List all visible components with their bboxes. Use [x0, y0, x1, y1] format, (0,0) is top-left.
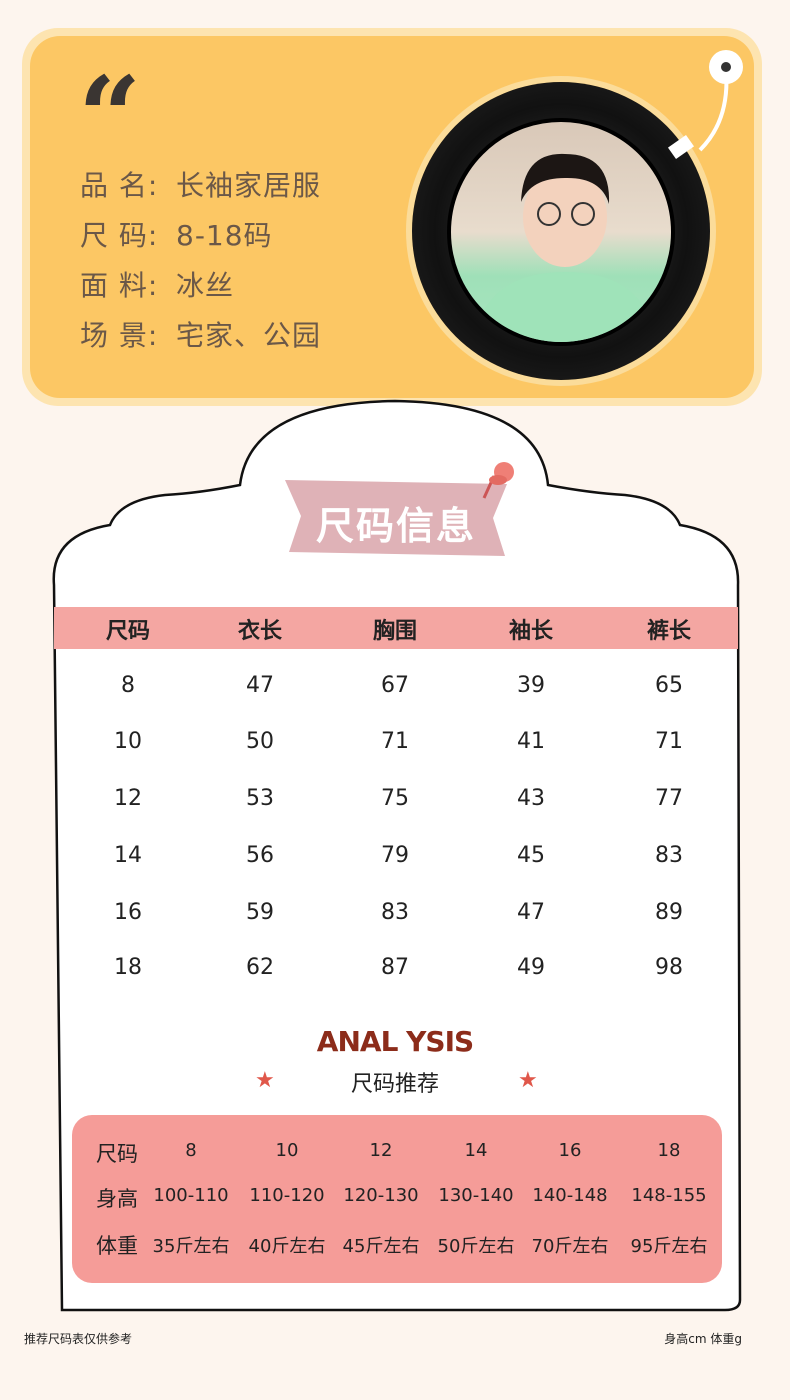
- rec-cell: 10: [275, 1140, 299, 1161]
- rec-cell: 70斤左右: [531, 1236, 609, 1257]
- size-table-cell: 71: [381, 729, 409, 754]
- size-table-cell: 8: [121, 673, 135, 698]
- rec-cell: 140-148: [532, 1185, 608, 1206]
- rec-cell: 50斤左右: [437, 1236, 515, 1257]
- rec-cell: 40斤左右: [248, 1236, 326, 1257]
- pushpin-icon: [482, 462, 514, 499]
- size-table-cell: 47: [246, 673, 274, 698]
- size-table-cell: 50: [246, 729, 274, 754]
- rec-cell: 18: [657, 1140, 681, 1161]
- size-table-cell: 79: [381, 843, 409, 868]
- size-table-cell: 41: [517, 729, 545, 754]
- info-label: 面 料:: [80, 269, 159, 302]
- info-label: 品 名:: [80, 169, 159, 202]
- size-table-cell: 62: [246, 955, 274, 980]
- size-table-cell: 71: [655, 729, 683, 754]
- size-table-cell: 43: [517, 786, 545, 811]
- size-info-title: 尺码信息: [315, 504, 476, 548]
- size-table-cell: 53: [246, 786, 274, 811]
- child-portrait-icon: [472, 153, 658, 342]
- info-label: 尺 码:: [80, 219, 159, 252]
- size-table-cell: 89: [655, 900, 683, 925]
- rec-cell: 120-130: [343, 1185, 419, 1206]
- size-table-cell: 87: [381, 955, 409, 980]
- size-table-header: 尺码: [105, 619, 150, 644]
- info-value: 8-18码: [176, 219, 273, 252]
- size-table-header: 胸围: [372, 619, 417, 644]
- size-table-cell: 14: [114, 843, 142, 868]
- info-value: 宅家、公园: [176, 319, 322, 352]
- size-table-cell: 98: [655, 955, 683, 980]
- star-icon: ★: [255, 1068, 275, 1093]
- analysis-heading: ANAL YSIS: [316, 1025, 474, 1058]
- size-table-cell: 83: [381, 900, 409, 925]
- size-table-header: 裤长: [646, 619, 691, 644]
- tonearm-pivot-icon: [709, 50, 743, 84]
- quote-mark-icon: “: [78, 52, 141, 181]
- rec-cell: 35斤左右: [152, 1236, 230, 1257]
- size-table-header-row: [54, 607, 738, 649]
- size-table-cell: 47: [517, 900, 545, 925]
- size-table-cell: 45: [517, 843, 545, 868]
- rec-cell: 14: [464, 1140, 488, 1161]
- size-table-cell: 77: [655, 786, 683, 811]
- size-table-cell: 10: [114, 729, 142, 754]
- size-table-cell: 16: [114, 900, 142, 925]
- size-table-cell: 75: [381, 786, 409, 811]
- rec-row-label: 身高: [96, 1187, 138, 1211]
- size-table-cell: 67: [381, 673, 409, 698]
- rec-row-label: 体重: [96, 1234, 138, 1258]
- info-value: 冰丝: [176, 269, 235, 302]
- tonearm-icon: [667, 69, 729, 160]
- size-recommendation-title: 尺码推荐: [350, 1072, 439, 1097]
- rec-cell: 16: [558, 1140, 582, 1161]
- rec-cell: 110-120: [249, 1185, 325, 1206]
- size-table-header: 衣长: [237, 619, 282, 644]
- info-value: 长袖家居服: [176, 169, 322, 202]
- rec-cell: 12: [369, 1140, 393, 1161]
- size-table-cell: 83: [655, 843, 683, 868]
- size-table-cell: 65: [655, 673, 683, 698]
- size-table-cell: 49: [517, 955, 545, 980]
- size-table-cell: 59: [246, 900, 274, 925]
- info-label: 场 景:: [80, 319, 159, 352]
- size-table-cell: 39: [517, 673, 545, 698]
- footer-note-left: 推荐尺码表仅供参考: [24, 1332, 133, 1346]
- rec-cell: 95斤左右: [630, 1236, 708, 1257]
- rec-cell: 45斤左右: [342, 1236, 420, 1257]
- size-table-cell: 12: [114, 786, 142, 811]
- rec-cell: 130-140: [438, 1185, 514, 1206]
- size-table-cell: 56: [246, 843, 274, 868]
- rec-cell: 8: [185, 1140, 197, 1161]
- size-table-header: 袖长: [508, 619, 553, 644]
- star-icon: ★: [518, 1068, 538, 1093]
- rec-row-label: 尺码: [96, 1142, 138, 1166]
- size-info-banner: [285, 480, 507, 556]
- footer-note-right: 身高cm 体重g: [664, 1332, 742, 1346]
- size-table-cell: 18: [114, 955, 142, 980]
- size-recommendation-box: [72, 1115, 722, 1283]
- rec-cell: 100-110: [153, 1185, 229, 1206]
- rec-cell: 148-155: [631, 1185, 707, 1206]
- model-photo: [447, 118, 675, 346]
